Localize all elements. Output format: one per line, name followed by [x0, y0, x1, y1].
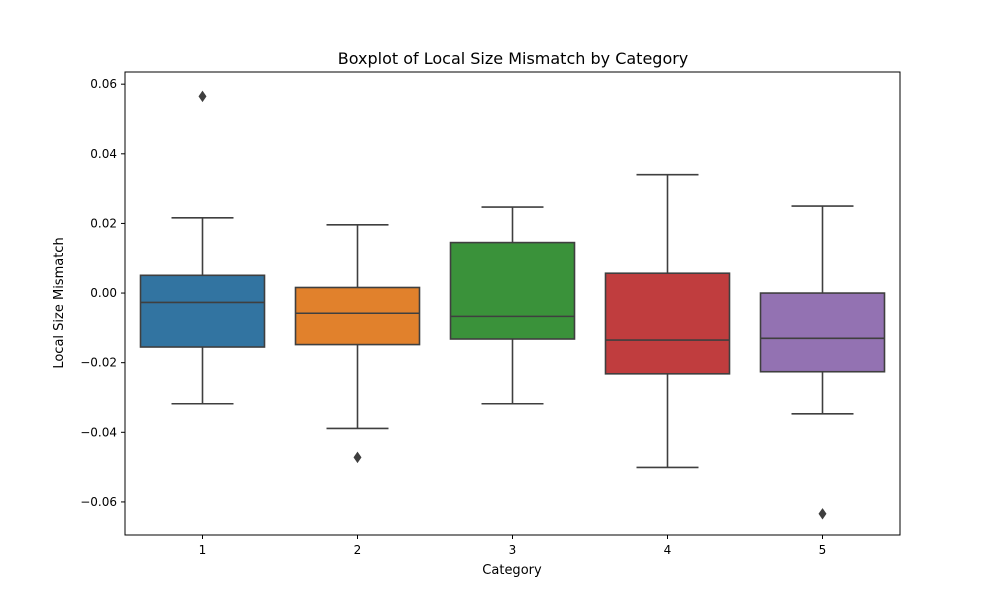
boxes-layer	[139, 90, 886, 520]
y-tick-label: −0.04	[80, 425, 117, 439]
x-axis: 1 2 3 4 5	[199, 535, 827, 557]
box-group-3	[449, 206, 576, 405]
y-tick-label: 0.00	[90, 286, 117, 300]
box-iqr	[759, 292, 886, 373]
x-axis-label: Category	[482, 563, 542, 578]
box-iqr	[139, 274, 266, 348]
outlier-point	[818, 508, 827, 520]
y-axis: −0.06 −0.04 −0.02 0.00 0.02 0.04 0.06	[80, 77, 125, 509]
x-tick-label: 5	[819, 543, 827, 557]
y-tick-label: 0.04	[90, 147, 117, 161]
x-tick-label: 3	[509, 543, 517, 557]
y-tick-label: −0.06	[80, 495, 117, 509]
y-axis-label: Local Size Mismatch	[52, 237, 67, 368]
box-iqr	[294, 286, 421, 346]
x-tick-label: 4	[664, 543, 672, 557]
outlier-point	[198, 90, 207, 103]
plot-frame	[124, 71, 901, 536]
box-group-5	[759, 205, 886, 520]
box-iqr	[604, 272, 731, 375]
x-tick-label: 1	[199, 543, 207, 557]
box-group-4	[604, 173, 731, 469]
chart-title: Boxplot of Local Size Mismatch by Catego…	[338, 49, 689, 68]
y-tick-label: 0.02	[90, 216, 117, 230]
y-tick-label: −0.02	[80, 356, 117, 370]
box-group-2	[294, 224, 421, 464]
x-tick-label: 2	[354, 543, 362, 557]
box-group-1	[139, 90, 266, 405]
box-iqr	[449, 241, 576, 340]
y-tick-label: 0.06	[90, 77, 117, 91]
outlier-point	[353, 451, 362, 464]
